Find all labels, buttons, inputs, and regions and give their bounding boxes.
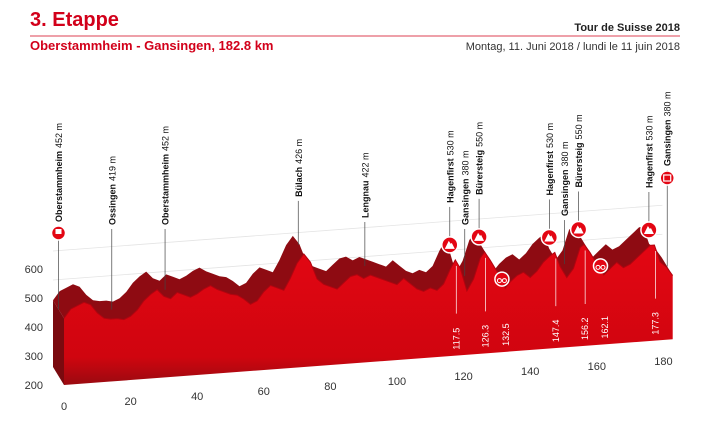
sprint-icon <box>494 271 510 287</box>
x-tick-label: 120 <box>454 371 472 383</box>
waypoint-elevation: 452 m <box>54 123 64 148</box>
climb-icon-glyph <box>573 225 584 234</box>
waypoint-elevation: 550 m <box>574 114 584 139</box>
waypoint-label: Gansingen 380 m <box>560 142 570 217</box>
profile-back <box>53 226 673 385</box>
waypoint-name: Oberstammheim <box>161 154 171 225</box>
subtitle: Oberstammheim - Gansingen, 182.8 km <box>30 38 273 53</box>
waypoint-name: Hagenfirst <box>445 158 455 203</box>
waypoint-label: Oberstammheim 452 m <box>161 126 171 225</box>
waypoint-name: Hagenfirst <box>644 143 654 188</box>
sprint-km-label: 162.1 <box>600 316 610 339</box>
waypoint-label: Bürersteig 550 m <box>475 122 485 195</box>
x-tick-label: 140 <box>521 366 539 378</box>
climb-icon-glyph <box>643 225 654 234</box>
y-tick-label: 200 <box>25 380 43 392</box>
sprint-icon-wheel <box>501 278 507 284</box>
finish-icon-glyph <box>663 174 672 182</box>
y-tick-label: 300 <box>25 351 43 363</box>
waypoint-label: Bülach 426 m <box>294 139 304 197</box>
profile-top-face <box>53 226 673 320</box>
climb-icon-glyph <box>444 240 455 249</box>
waypoint-name: Gansingen <box>663 119 673 166</box>
x-tick-label: 80 <box>324 381 336 393</box>
waypoint-elevation: 452 m <box>161 126 171 151</box>
profile-front <box>63 243 674 385</box>
date: Montag, 11. Juni 2018 / lundi le 11 juin… <box>466 41 680 53</box>
waypoint-label: Lengnau 422 m <box>360 152 370 218</box>
waypoint-label: Oberstammheim 452 m <box>54 123 64 222</box>
waypoint-name: Bürersteig <box>574 142 584 187</box>
waypoint-elevation: 422 m <box>360 152 370 177</box>
sprint-icon-wheel <box>595 264 601 270</box>
climb-km-label: 156.2 <box>580 317 590 340</box>
waypoint-label: Ossingen 419 m <box>107 156 117 225</box>
x-tick-label: 100 <box>388 376 406 388</box>
sprint-icon-wheel <box>600 264 606 270</box>
x-tick-label: 20 <box>124 396 136 408</box>
sprint-icon <box>592 258 609 274</box>
climb-km-label: 147.4 <box>551 320 561 343</box>
waypoint-label: Gansingen 380 m <box>663 91 673 166</box>
sprint-icon-wheel <box>496 278 502 284</box>
climb-icon-glyph <box>474 232 485 241</box>
waypoint-name: Oberstammheim <box>54 151 64 222</box>
waypoint-name: Ossingen <box>107 184 117 225</box>
event: Tour de Suisse 2018 <box>574 22 680 34</box>
waypoint-name: Gansingen <box>460 178 470 225</box>
climb-icon-glyph <box>544 233 555 242</box>
waypoint-name: Bürersteig <box>475 150 485 195</box>
waypoint-elevation: 380 m <box>560 142 570 167</box>
x-tick-label: 180 <box>654 356 672 368</box>
start-icon-flag <box>55 229 62 234</box>
finish-icon <box>659 170 675 186</box>
y-tick-label: 600 <box>25 264 43 276</box>
y-tick-label: 400 <box>25 322 43 334</box>
waypoint-elevation: 380 m <box>663 91 673 116</box>
climb-km-label: 177.3 <box>650 312 660 335</box>
waypoint-name: Hagenfirst <box>545 151 555 196</box>
climb-km-label: 117.5 <box>451 328 461 350</box>
waypoint-elevation: 530 m <box>644 115 654 140</box>
waypoint-elevation: 530 m <box>545 123 555 148</box>
profile-line <box>63 243 674 321</box>
waypoint-label: Hagenfirst 530 m <box>644 115 654 188</box>
profile-side-face <box>53 300 64 385</box>
waypoint-name: Lengnau <box>360 181 370 219</box>
waypoint-elevation: 380 m <box>460 150 470 175</box>
waypoint-elevation: 426 m <box>294 139 304 164</box>
labels: Oberstammheim 452 m Ossingen 419 m Oberstamm… <box>50 91 675 350</box>
grid-line <box>52 204 663 252</box>
x-tick-label: 40 <box>191 391 203 403</box>
waypoint-label: Gansingen 380 m <box>460 150 470 225</box>
grid-line <box>52 233 663 281</box>
sprint-km-label: 132.5 <box>501 323 511 346</box>
x-tick-label: 0 <box>61 401 67 413</box>
waypoint-label: Hagenfirst 530 m <box>545 123 555 196</box>
waypoint-name: Bülach <box>294 167 304 197</box>
profile-front-face <box>64 244 673 385</box>
climb-km-label: 126.3 <box>481 325 491 348</box>
x-tick-label: 60 <box>258 386 270 398</box>
waypoint-elevation: 550 m <box>475 122 485 147</box>
y-tick-label: 500 <box>25 293 43 305</box>
waypoint-elevation: 530 m <box>445 130 455 155</box>
waypoint-label: Hagenfirst 530 m <box>445 130 455 203</box>
waypoint-label: Bürersteig 550 m <box>574 114 584 187</box>
x-tick-label: 160 <box>588 361 606 373</box>
chart-title: 3. Etappe <box>30 9 119 31</box>
waypoint-elevation: 419 m <box>107 156 117 181</box>
waypoint-name: Gansingen <box>560 170 570 217</box>
